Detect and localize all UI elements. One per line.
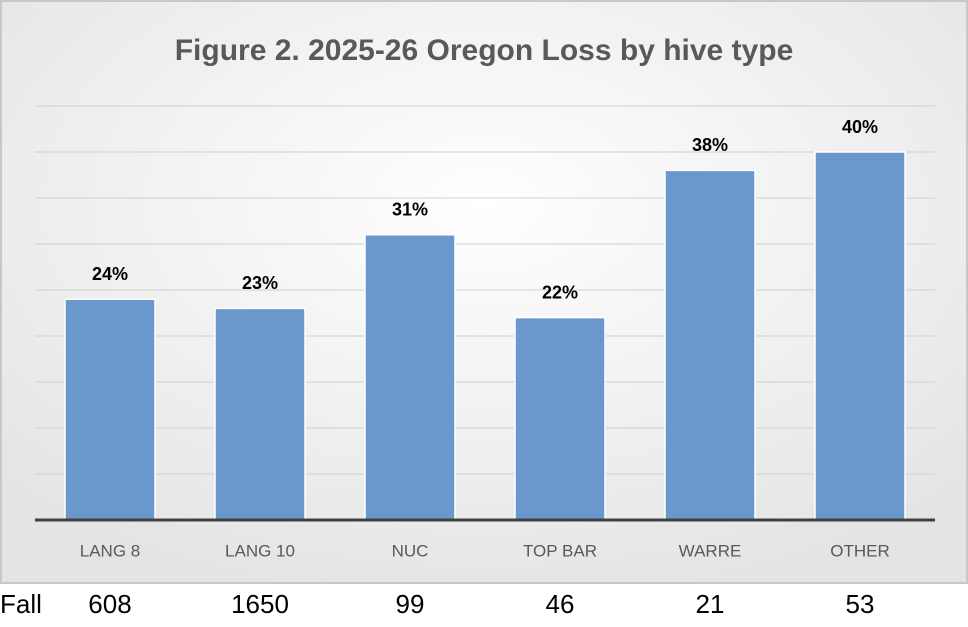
fall-count: 99 [396, 589, 425, 619]
chart-title: Figure 2. 2025-26 Oregon Loss by hive ty… [175, 34, 794, 67]
fall-label: Fall [0, 589, 42, 619]
x-tick-label: LANG 10 [225, 541, 295, 560]
bar [364, 234, 456, 521]
fall-count: 21 [696, 589, 725, 619]
value-label: 31% [392, 200, 428, 220]
value-label: 40% [842, 117, 878, 137]
bar [514, 316, 606, 521]
value-label: 23% [242, 273, 278, 293]
value-label: 22% [542, 282, 578, 302]
fall-count: 46 [546, 589, 575, 619]
bar [214, 307, 306, 521]
x-tick-label: NUC [392, 541, 429, 560]
value-label: 24% [92, 264, 128, 284]
bar [814, 151, 906, 521]
fall-count: 1650 [231, 589, 289, 619]
bar [664, 169, 756, 521]
x-tick-label: OTHER [830, 541, 890, 560]
x-tick-label: WARRE [679, 541, 742, 560]
fall-count: 608 [88, 589, 131, 619]
fall-count: 53 [846, 589, 875, 619]
x-tick-label: LANG 8 [80, 541, 140, 560]
bar [64, 298, 156, 521]
value-label: 38% [692, 135, 728, 155]
chart-frame [0, 0, 968, 584]
x-tick-label: TOP BAR [523, 541, 597, 560]
